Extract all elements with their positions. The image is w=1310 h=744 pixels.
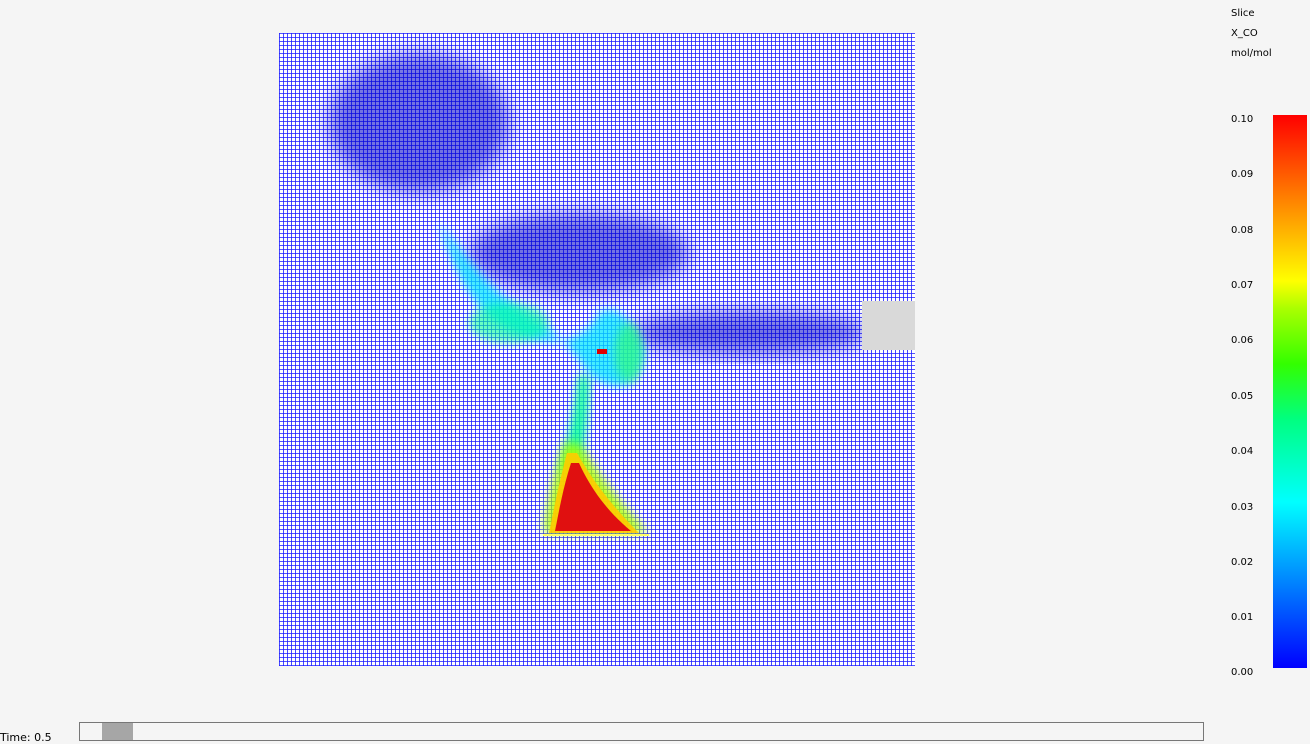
co-concentration-plume [439, 223, 649, 536]
colorbar [1273, 115, 1307, 668]
vent-obstruction [862, 301, 915, 350]
colorbar-tick: 0.06 [1231, 335, 1254, 346]
time-slider-thumb[interactable] [102, 723, 133, 740]
colorbar-tick: 0.04 [1231, 446, 1254, 457]
colorbar-tick: 0.05 [1231, 391, 1254, 402]
colorbar-tick: 0.07 [1231, 280, 1254, 291]
colorbar-tick: 0.03 [1231, 502, 1254, 513]
colorbar-tick: 0.08 [1231, 225, 1254, 236]
colorbar-title: Slice [1231, 8, 1255, 19]
time-slider[interactable] [79, 722, 1204, 741]
time-label: Time: 0.5 [0, 731, 52, 744]
colorbar-tick: 0.00 [1231, 667, 1254, 678]
colorbar-tick: 0.01 [1231, 612, 1254, 623]
colorbar-quantity: X_CO [1231, 28, 1258, 39]
dense-velocity-regions [329, 53, 869, 355]
colorbar-tick: 0.10 [1231, 114, 1254, 125]
colorbar-units: mol/mol [1231, 48, 1272, 59]
colorbar-tick: 0.09 [1231, 169, 1254, 180]
colorbar-tick: 0.02 [1231, 557, 1254, 568]
slice-vector-field [279, 33, 915, 666]
sensor-marker [597, 349, 607, 354]
